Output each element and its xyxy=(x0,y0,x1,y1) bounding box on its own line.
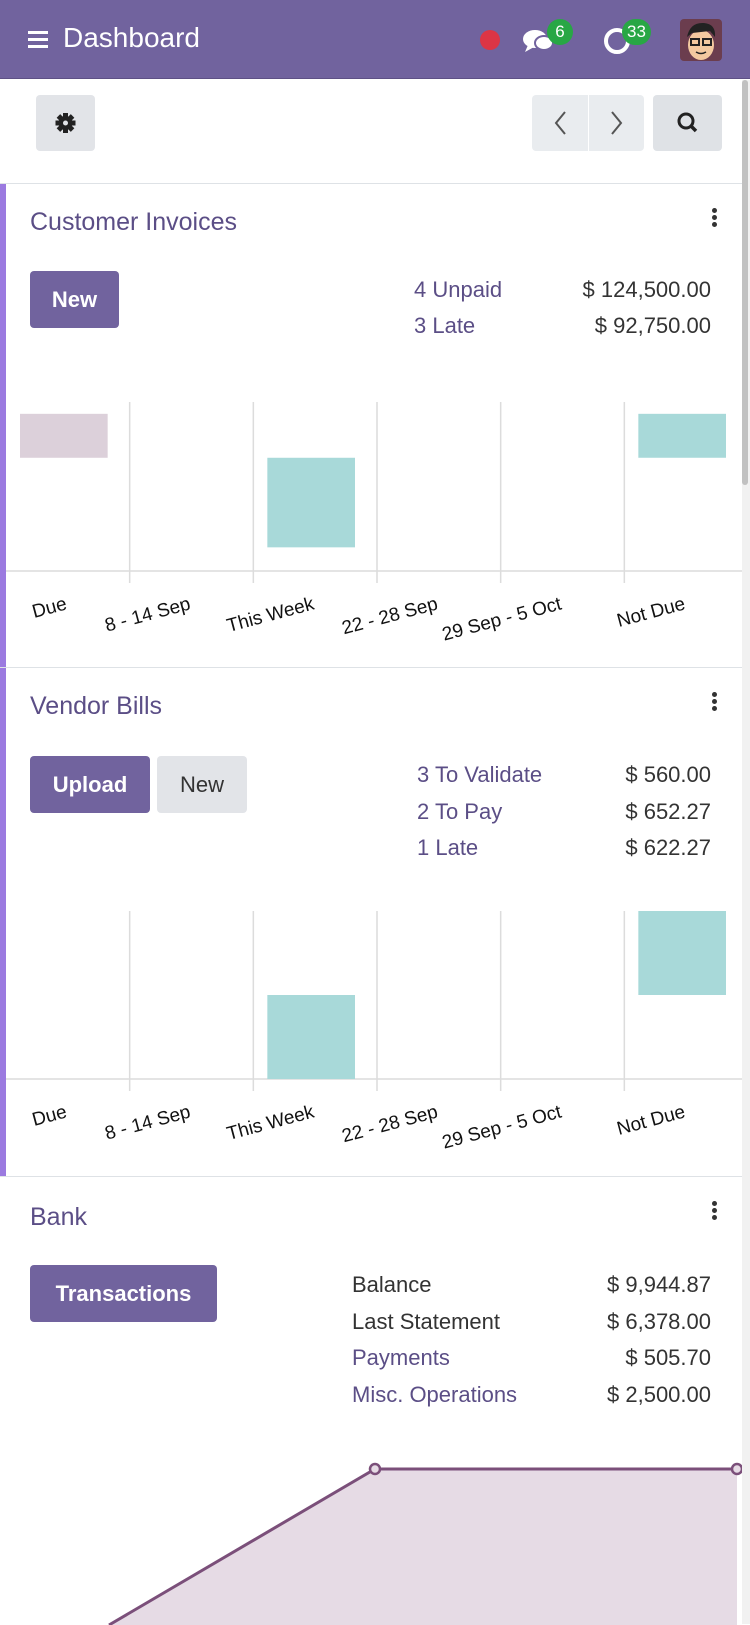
to-pay-amount: $ 652.27 xyxy=(625,799,711,824)
x-tick-label: Due xyxy=(30,594,69,623)
bar xyxy=(267,995,355,1079)
previous-button[interactable] xyxy=(532,95,588,151)
chevron-left-icon xyxy=(554,111,566,135)
bank-row-value: $ 505.70 xyxy=(625,1345,711,1370)
x-tick-label: This Week xyxy=(225,593,317,637)
late-bills-link[interactable]: 1 Late xyxy=(417,835,479,860)
bar xyxy=(20,413,108,458)
x-tick-label: 8 - 14 Sep xyxy=(103,594,193,637)
upload-button[interactable]: Upload xyxy=(30,756,150,813)
customer-invoices-card: Customer Invoices New 4 Unpaid $ 124,500… xyxy=(0,183,742,668)
to-validate-link[interactable]: 3 To Validate xyxy=(417,762,543,787)
bank-row-label[interactable]: Misc. Operations xyxy=(352,1381,518,1407)
transactions-button[interactable]: Transactions xyxy=(30,1265,217,1322)
bar xyxy=(267,457,355,548)
scrollbar[interactable] xyxy=(742,80,750,1624)
new-invoice-button[interactable]: New xyxy=(30,271,119,328)
late-link[interactable]: 3 Late xyxy=(414,313,476,338)
x-tick-label: 8 - 14 Sep xyxy=(103,1102,193,1145)
x-tick-label: This Week xyxy=(225,1101,317,1145)
gear-icon xyxy=(55,113,76,133)
card-title[interactable]: Vendor Bills xyxy=(30,692,163,720)
bank-row-value: $ 6,378.00 xyxy=(607,1308,711,1334)
card-title[interactable]: Bank xyxy=(30,1203,87,1231)
x-tick-label: 29 Sep - 5 Oct xyxy=(440,593,564,645)
data-point xyxy=(368,1462,382,1476)
kebab-menu-icon[interactable] xyxy=(712,692,718,713)
to-pay-link[interactable]: 2 To Pay xyxy=(417,799,503,824)
status-dot-icon[interactable] xyxy=(480,30,500,50)
x-tick-label: 22 - 28 Sep xyxy=(340,594,440,640)
top-navbar: Dashboard 6 33 xyxy=(0,0,750,79)
scrollbar-thumb[interactable] xyxy=(742,80,748,485)
to-validate-amount: $ 560.00 xyxy=(625,762,711,787)
bank-row-label: Balance xyxy=(352,1272,432,1297)
bank-row-label: Last Statement xyxy=(352,1308,500,1334)
new-bill-button[interactable]: New xyxy=(157,756,247,813)
x-tick-label: 22 - 28 Sep xyxy=(340,1102,440,1148)
card-title[interactable]: Customer Invoices xyxy=(30,208,238,236)
card-accent xyxy=(0,184,6,668)
unpaid-link[interactable]: 4 Unpaid xyxy=(414,277,503,302)
x-tick-label: 29 Sep - 5 Oct xyxy=(440,1101,564,1153)
vendor-bills-card: Vendor Bills Upload New 3 To Validate $ … xyxy=(0,667,742,1177)
menu-icon[interactable] xyxy=(28,31,48,48)
messages-count-badge: 6 xyxy=(547,19,573,45)
bank-row-label[interactable]: Payments xyxy=(352,1345,450,1370)
card-accent xyxy=(0,668,6,1177)
kebab-menu-icon[interactable] xyxy=(712,208,718,229)
bills-bar-chart: Due 8 - 14 Sep This Week 22 - 28 Sep 29 Sep … xyxy=(6,911,742,1154)
kebab-menu-icon[interactable] xyxy=(712,1201,718,1222)
x-tick-label: Due xyxy=(30,1102,69,1131)
bank-area-chart xyxy=(108,1462,742,1625)
x-tick-label: Not Due xyxy=(615,594,688,632)
search-icon xyxy=(677,112,698,133)
data-point xyxy=(730,1462,742,1476)
chevron-right-icon xyxy=(611,111,623,135)
invoices-bar-chart: Due 8 - 14 Sep This Week 22 - 28 Sep 29 Sep … xyxy=(6,402,742,646)
late-bills-amount: $ 622.27 xyxy=(625,835,711,860)
activities-count-badge: 33 xyxy=(622,19,651,45)
x-tick-label: Not Due xyxy=(615,1102,688,1140)
bar xyxy=(638,413,726,458)
page-title: Dashboard xyxy=(63,22,200,53)
search-button[interactable] xyxy=(653,95,722,151)
bank-card: Bank Transactions Balance $ 9,944.87 Last … xyxy=(0,1176,742,1625)
bank-row-value: $ 9,944.87 xyxy=(607,1272,711,1297)
bar xyxy=(638,911,726,995)
avatar[interactable] xyxy=(680,19,722,61)
bank-row-value: $ 2,500.00 xyxy=(607,1381,711,1407)
unpaid-amount: $ 124,500.00 xyxy=(582,277,711,302)
late-amount: $ 92,750.00 xyxy=(594,313,711,338)
settings-button[interactable] xyxy=(36,95,95,151)
next-button[interactable] xyxy=(589,95,644,151)
area-fill xyxy=(109,1469,737,1625)
